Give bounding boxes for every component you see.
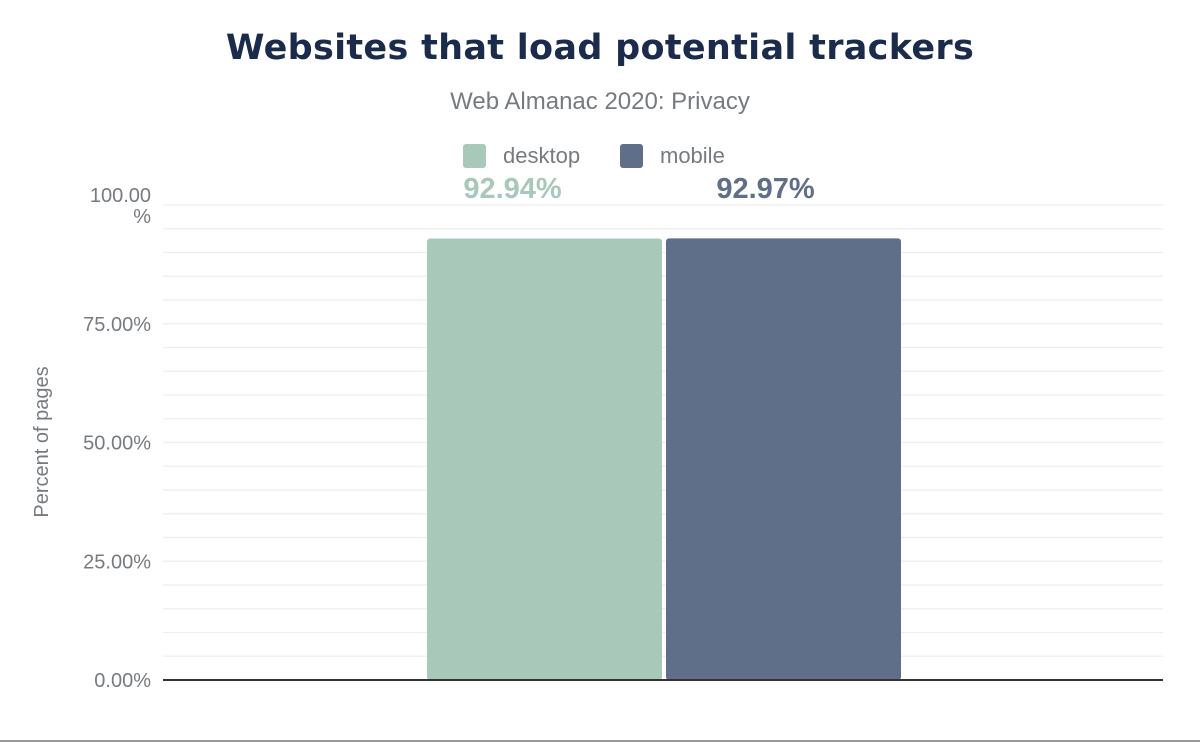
legend-label-desktop: desktop — [503, 143, 580, 168]
y-tick-label: 100.00% — [90, 185, 151, 228]
chart-subtitle: Web Almanac 2020: Privacy — [450, 88, 750, 115]
bar-mobile — [666, 238, 901, 680]
legend-label-mobile: mobile — [660, 143, 725, 168]
y-axis-label: Percent of pages — [31, 366, 53, 517]
data-label-mobile: 92.97% — [716, 173, 815, 205]
y-tick-label: 0.00% — [94, 670, 151, 692]
data-label-desktop: 92.94% — [463, 173, 562, 205]
bar-desktop — [427, 238, 662, 680]
bottom-divider — [0, 740, 1200, 742]
y-tick-label: 75.00% — [83, 314, 151, 336]
chart-title: Websites that load potential trackers — [225, 28, 975, 68]
y-tick-label: 50.00% — [83, 433, 151, 455]
y-tick-label: 25.00% — [83, 551, 151, 573]
legend-swatch-desktop — [463, 144, 486, 168]
legend-swatch-mobile — [620, 144, 643, 168]
